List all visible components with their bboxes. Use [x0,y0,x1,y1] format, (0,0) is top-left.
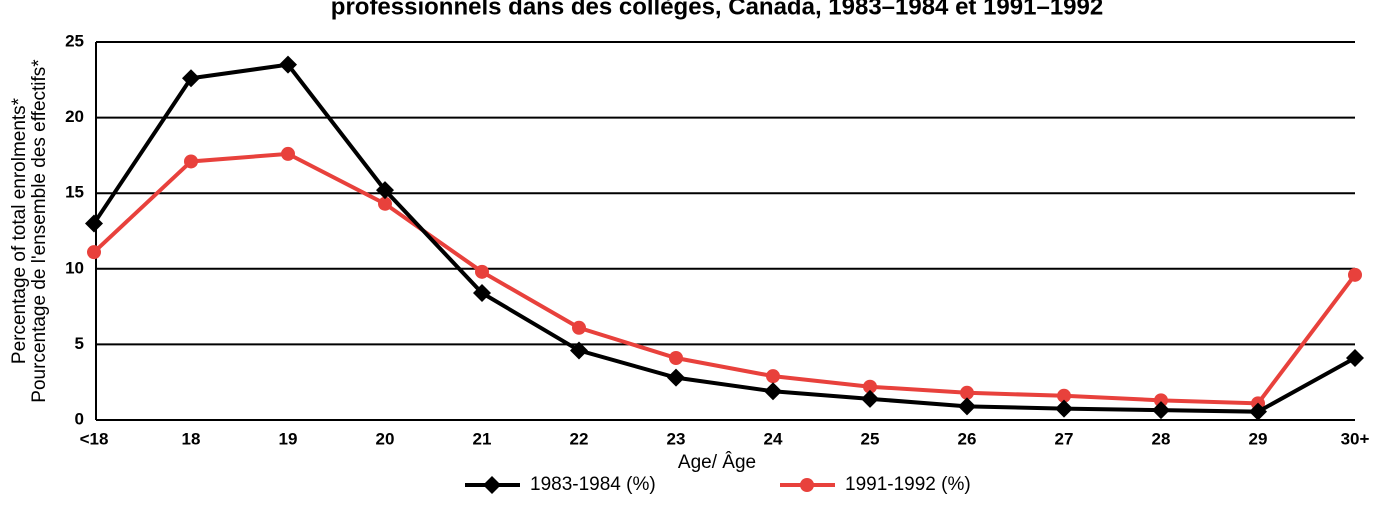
point [376,181,394,200]
x-tick-label: 29 [1249,429,1268,448]
point [279,55,297,74]
x-tick-label: 30+ [1341,429,1370,448]
point [182,69,200,88]
point [483,476,501,494]
point [669,351,683,366]
x-tick-label: 19 [279,429,298,448]
point [1057,388,1071,403]
point [281,146,295,161]
x-tick-label: 22 [570,429,589,448]
x-tick-label: 18 [182,429,201,448]
y-axis-label: Percentage of total enrolments* Pourcent… [9,59,50,403]
point [473,283,491,302]
point [764,382,782,401]
legend-label: 1991-1992 (%) [845,474,971,495]
x-tick-label: 23 [667,429,686,448]
point [766,369,780,384]
point [1152,401,1170,420]
y-tick-label: 0 [75,409,84,428]
point [800,478,814,492]
point [475,264,489,279]
y-tick-label: 25 [65,31,84,50]
y-label-line: Pourcentage de l'ensemble des effectifs* [29,59,50,403]
y-tick-label: 10 [65,258,84,277]
x-tick-label: 27 [1055,429,1074,448]
point [378,196,392,211]
point [1055,399,1073,418]
point [570,341,588,360]
point [861,389,879,408]
point [958,397,976,416]
point [667,368,685,387]
point [184,154,198,169]
point [1346,349,1364,368]
x-axis-label: Age/ Âge [678,451,756,473]
x-tick-label: 28 [1152,429,1171,448]
point [572,320,586,335]
x-tick-label: 26 [958,429,977,448]
chart-title: professionnels dans des collèges, Canada… [331,0,1103,20]
y-tick-label: 5 [75,334,84,353]
x-tick-label: 25 [861,429,880,448]
x-tick-label: 24 [764,429,783,448]
point [960,385,974,400]
series-line [92,62,1356,414]
x-tick-label: <18 [80,429,109,448]
point [863,379,877,394]
point [85,214,103,233]
y-label-line: Percentage of total enrolments* [9,97,30,364]
series-line [92,151,1357,406]
x-tick-label: 20 [376,429,395,448]
y-tick-label: 20 [65,107,84,126]
point [1154,393,1168,408]
point [87,245,101,260]
legend-label: 1983-1984 (%) [530,474,656,495]
point [1348,267,1362,282]
x-tick-label: 21 [473,429,492,448]
y-tick-label: 15 [65,183,84,202]
point [1249,402,1267,421]
